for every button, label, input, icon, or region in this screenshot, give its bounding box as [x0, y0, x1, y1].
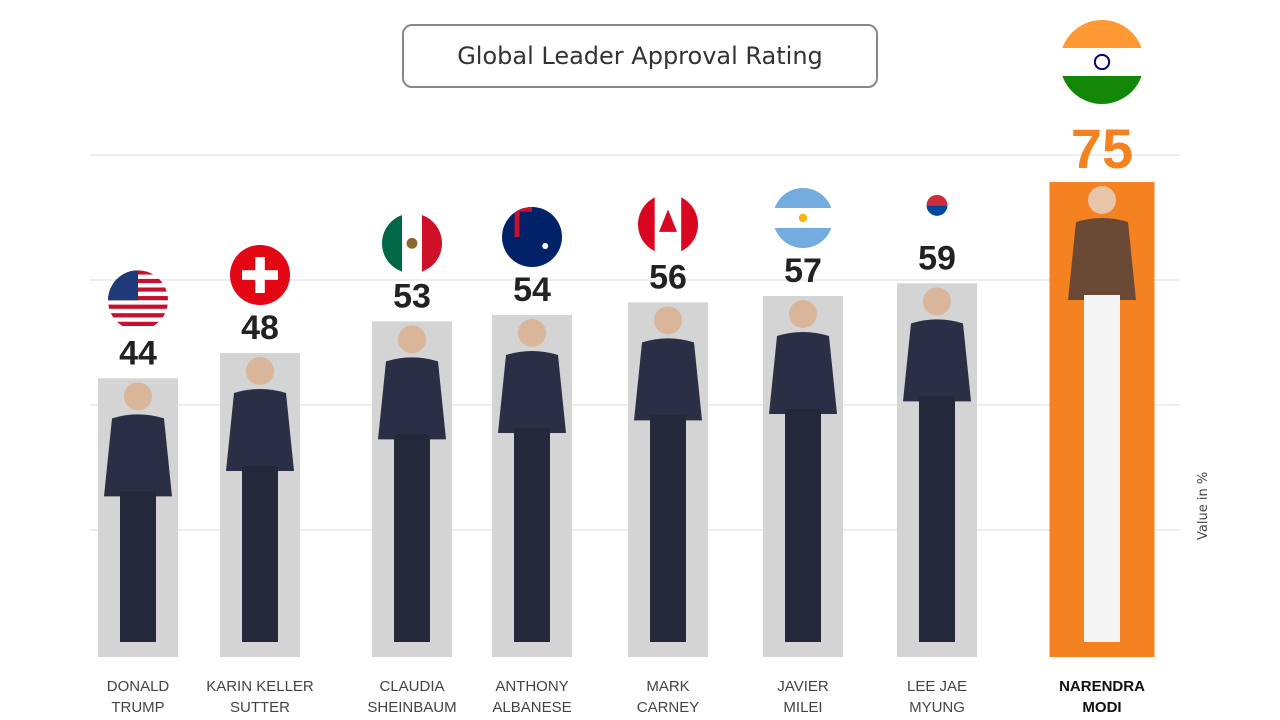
data-label: 56	[649, 258, 687, 296]
argentina-flag-icon	[773, 188, 833, 248]
leader-photo	[1068, 186, 1136, 642]
category-label: MODI	[1082, 699, 1121, 716]
data-label: 48	[241, 309, 279, 347]
data-label: 53	[393, 277, 431, 315]
category-label: JAVIER	[777, 678, 829, 695]
data-label: 59	[918, 239, 956, 277]
chart-title: Global Leader Approval Rating	[402, 24, 878, 88]
australia-flag-icon	[502, 207, 562, 267]
data-label: 54	[513, 271, 551, 309]
leader-photo	[498, 319, 566, 642]
category-label: DONALD	[107, 678, 170, 695]
category-label: LEE JAE	[907, 678, 967, 695]
category-label: ALBANESE	[492, 699, 571, 716]
leader-photo	[104, 382, 172, 642]
category-label: CLAUDIA	[379, 678, 444, 695]
leader-photo	[903, 287, 971, 642]
south-korea-flag-icon	[907, 175, 967, 236]
data-label: 57	[784, 252, 822, 290]
category-label: SHEINBAUM	[367, 699, 456, 716]
data-label: 44	[119, 334, 157, 372]
switzerland-flag-icon	[230, 245, 290, 305]
leader-photo	[378, 325, 446, 642]
category-label: MYUNG	[909, 699, 965, 716]
mexico-flag-icon	[382, 213, 442, 274]
category-label: MARK	[646, 678, 689, 695]
canada-flag-icon	[638, 194, 698, 255]
category-label: MILEI	[783, 699, 822, 716]
leader-photo	[769, 300, 837, 642]
leader-photo	[634, 306, 702, 642]
data-label: 75	[1071, 117, 1133, 180]
india-flag-icon	[1060, 20, 1144, 104]
category-label: TRUMP	[111, 699, 164, 716]
category-label: CARNEY	[637, 699, 700, 716]
y-axis-label: Value in %	[1196, 471, 1211, 540]
usa-flag-icon	[108, 270, 168, 331]
category-label: SUTTER	[230, 699, 290, 716]
category-label: ANTHONY	[495, 678, 568, 695]
category-label: NARENDRA	[1059, 678, 1145, 695]
leader-photo	[226, 357, 294, 642]
category-label: KARIN KELLER	[206, 678, 314, 695]
